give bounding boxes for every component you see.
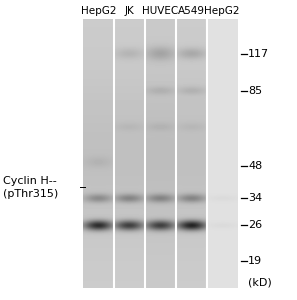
- Text: 19: 19: [248, 256, 262, 266]
- Text: HepG2: HepG2: [204, 7, 240, 16]
- Text: HepG2: HepG2: [81, 7, 116, 16]
- Text: HUVEC: HUVEC: [142, 7, 178, 16]
- Text: A549: A549: [178, 7, 205, 16]
- Text: 48: 48: [248, 161, 262, 171]
- Text: 34: 34: [248, 193, 262, 203]
- Text: (kD): (kD): [248, 278, 272, 288]
- Text: 117: 117: [248, 50, 269, 59]
- Text: 85: 85: [248, 86, 262, 96]
- Text: JK: JK: [125, 7, 134, 16]
- Text: Cyclin H--: Cyclin H--: [3, 176, 57, 186]
- Text: 26: 26: [248, 220, 262, 230]
- Text: (pThr315): (pThr315): [3, 189, 58, 199]
